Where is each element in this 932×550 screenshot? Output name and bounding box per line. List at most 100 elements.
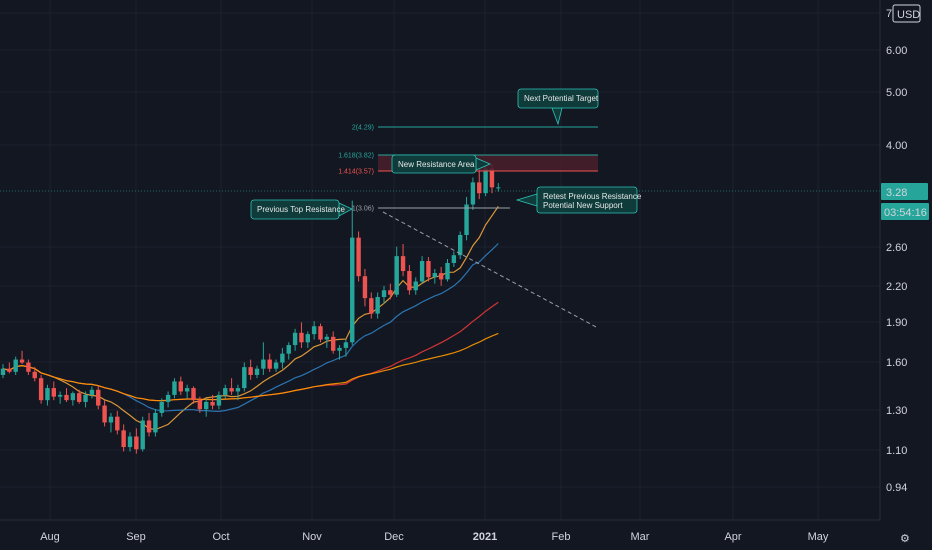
candle-body (102, 405, 107, 423)
price-tick-label: 6.00 (886, 45, 907, 57)
callout-text: Previous Top Resistance (257, 205, 345, 214)
candle-body (77, 393, 82, 402)
candle-body (464, 204, 469, 235)
candle-body (70, 393, 76, 401)
candle-body (108, 416, 114, 423)
candle-body (140, 420, 145, 450)
candle-body (261, 359, 266, 369)
fib-level-label: 2(4.29) (352, 125, 374, 132)
candle-body (89, 389, 95, 395)
candle-body (197, 400, 203, 410)
moving-average-line (2, 332, 499, 402)
candle-body (127, 436, 133, 448)
time-tick-label: Aug (40, 531, 60, 543)
candle-body (426, 261, 431, 278)
candle-body (121, 430, 126, 448)
candle-body (229, 388, 234, 392)
candle-body (470, 182, 476, 205)
candle-body (45, 388, 50, 401)
candle-body (299, 332, 304, 343)
candles[interactable] (0, 161, 501, 454)
candle-body (57, 394, 63, 397)
candle-body (305, 334, 310, 343)
candle-body (350, 237, 355, 343)
time-tick-label: Feb (552, 531, 571, 543)
fib-level-label: 1(3.06) (352, 206, 374, 213)
time-tick-label: Oct (212, 531, 229, 543)
callout-text: Next Potential Target (524, 94, 599, 103)
candle-body (292, 332, 298, 346)
time-tick-label: 2021 (473, 531, 497, 543)
callout-box (391, 154, 477, 174)
price-tick-label: 2.20 (886, 281, 907, 293)
trendline (382, 211, 599, 329)
candle-body (134, 436, 139, 450)
annotation-resistance-area: New Resistance Area (391, 154, 492, 174)
candle-body (242, 367, 247, 389)
candle-body (13, 359, 18, 372)
time-tick-label: Dec (384, 531, 404, 543)
candle-body (248, 367, 253, 375)
settings-icon: ⚙ (900, 533, 910, 545)
candle-body (32, 371, 37, 379)
candle-body (19, 359, 25, 363)
candle-body (191, 388, 196, 401)
candle-body (496, 187, 501, 189)
candle-body (38, 378, 44, 401)
candle-body (83, 394, 88, 402)
candle-body (115, 416, 120, 431)
price-tick-label: 4.00 (886, 140, 907, 152)
candle-body (331, 336, 336, 351)
current-price-value: 3.28 (886, 187, 907, 199)
candle-body (235, 388, 241, 392)
candle-body (210, 401, 215, 406)
candle-body (273, 362, 279, 369)
callout-text: New Resistance Area (398, 160, 475, 169)
countdown-badge (881, 203, 929, 220)
candle-body (477, 182, 482, 194)
time-tick-label: Sep (126, 531, 146, 543)
price-tick-label: 2.60 (886, 242, 907, 254)
candle-body (165, 394, 171, 402)
candle-body (153, 412, 158, 433)
candle-body (254, 368, 260, 375)
price-axis[interactable]: 7. 6.00 5.00 4.00 2.60 2.20 1.90 1.60 1.30 1.10 0.… (879, 0, 932, 520)
candle-body (400, 256, 406, 272)
candle-body (172, 381, 177, 395)
time-tick-label: Mar (631, 531, 650, 543)
candle-body (26, 362, 31, 372)
currency-badge (892, 4, 921, 23)
price-tick-label: 1.30 (886, 405, 907, 417)
candle-body (178, 381, 183, 392)
candle-body (216, 394, 222, 406)
candle-body (343, 342, 349, 348)
candle-body (483, 168, 488, 194)
callout-text: Retest Previous Resistance (543, 192, 642, 201)
candle-body (445, 262, 450, 280)
candle-body (96, 389, 101, 406)
candle-body (0, 368, 6, 375)
candle-body (64, 394, 69, 401)
currency-label: USD (897, 9, 920, 21)
candle-body (223, 388, 228, 395)
grid (0, 0, 880, 520)
candle-body (356, 237, 361, 277)
time-axis[interactable]: Aug Sep Oct Nov Dec 2021 Feb Mar Apr May ⚙ (0, 519, 910, 545)
candle-body (204, 401, 209, 410)
annotation-previous-top: Previous Top Resistance (250, 199, 353, 220)
fib-level-label: 1.618(3.82) (338, 153, 374, 160)
candle-body (337, 347, 342, 351)
callout-box (536, 186, 638, 214)
candle-body (489, 168, 495, 188)
candle-body (159, 401, 164, 413)
candle-body (184, 388, 190, 392)
candle-body (432, 273, 437, 278)
annotations: Next Potential Target New Resistance Area… (250, 88, 642, 220)
candle-body (318, 326, 323, 340)
candle-body (311, 326, 317, 335)
price-tick-label: 1.90 (886, 317, 907, 329)
candle-body (286, 345, 291, 354)
